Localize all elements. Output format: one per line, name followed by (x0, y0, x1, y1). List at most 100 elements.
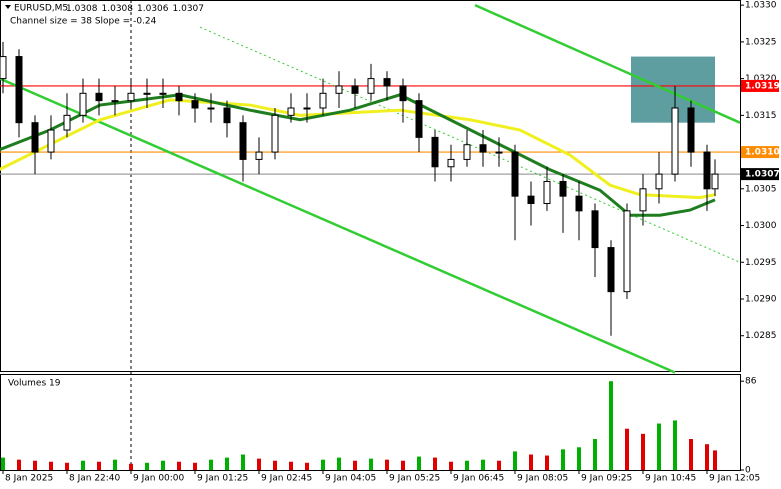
volume-bar (529, 454, 533, 470)
candle-body (287, 107, 295, 116)
volume-bar (113, 459, 117, 470)
volume-bar (305, 462, 309, 470)
y-tick-label: 1.0330 (745, 1, 777, 11)
candle-body (447, 158, 455, 168)
volume-bar (321, 459, 325, 470)
ohlc-value: 1.0308 (66, 4, 98, 14)
volume-bar (257, 458, 261, 470)
y-tick-label: 1.0285 (745, 331, 777, 341)
x-tick-label: 9 Jan 00:00 (133, 474, 185, 484)
candle-body (431, 136, 439, 168)
x-tick-label: 9 Jan 05:25 (389, 474, 440, 484)
candle-body (687, 107, 695, 153)
y-tick-label: 1.0300 (745, 221, 777, 231)
volume-bar (145, 462, 149, 470)
volume-bar (705, 444, 709, 470)
candle-body (415, 100, 423, 138)
y-tick-label: 1.0305 (745, 184, 777, 194)
candle-body (367, 78, 375, 94)
candle-body (255, 151, 263, 160)
volume-bar (433, 457, 437, 470)
level-label-box (741, 146, 779, 159)
candle-body (0, 56, 7, 80)
volume-bar (17, 459, 21, 470)
candle-body (351, 85, 359, 94)
candle-body (223, 107, 231, 124)
volume-bar (33, 460, 37, 470)
volume-bar (177, 461, 181, 470)
volume-bar (81, 460, 85, 470)
candle-body (15, 56, 23, 124)
x-tick-label: 9 Jan 06:45 (453, 474, 504, 484)
candle-body (575, 195, 583, 212)
candle-body (655, 173, 663, 190)
candle-body (319, 92, 327, 109)
x-tick-label: 9 Jan 09:25 (581, 474, 632, 484)
volume-bar (625, 428, 629, 470)
volume-tick-label: 0 (745, 466, 751, 476)
volume-bar (641, 433, 645, 470)
volume-bar (497, 460, 501, 470)
y-tick-label: 1.0325 (745, 37, 777, 47)
x-tick-label: 9 Jan 01:25 (197, 474, 248, 484)
candle-body (31, 122, 39, 153)
candle-body (591, 210, 599, 249)
candle-body (543, 180, 551, 204)
channel-info: Channel size = 38 Slope = -0.24 (10, 17, 157, 27)
volume-bar (1, 457, 5, 470)
volume-bar (465, 460, 469, 470)
candle-body (239, 122, 247, 160)
volume-bar (161, 460, 165, 470)
volume-bar (609, 381, 613, 470)
ohlc-readout: 1.0308 1.0308 1.0306 1.0307 (66, 4, 204, 14)
candle-body (383, 78, 391, 87)
y-tick-label: 1.0290 (745, 295, 777, 305)
volume-bar (273, 460, 277, 470)
price-panel (0, 0, 741, 372)
candle-body (511, 151, 519, 197)
candle-body (191, 100, 199, 109)
volume-bar (577, 447, 581, 470)
menu-arrow (5, 5, 11, 9)
volume-bar (97, 461, 101, 470)
volume-panel (0, 374, 741, 471)
volume-bar (673, 420, 677, 470)
moving-average (0, 93, 716, 217)
x-tick-label: 9 Jan 12:05 (709, 474, 760, 484)
volume-bar (545, 455, 549, 470)
y-tick-label: 1.0320 (745, 74, 777, 84)
candle-body (559, 180, 567, 197)
level-label: 1.0319 (745, 81, 780, 91)
ohlc-value: 1.0307 (173, 4, 205, 14)
volume-bar (241, 454, 245, 470)
volume-bar (401, 460, 405, 470)
volume-bar (561, 449, 565, 470)
candle-body (159, 92, 167, 95)
candle-body (207, 107, 215, 110)
x-tick-label: 9 Jan 02:45 (261, 474, 312, 484)
candle-body (711, 173, 719, 190)
candle-body (399, 85, 407, 102)
candle-body (175, 92, 183, 102)
candle-body (623, 210, 631, 293)
volume-bar (513, 451, 517, 470)
volume-bar (353, 460, 357, 470)
volume-bar (129, 463, 133, 470)
candle-body (479, 144, 487, 153)
candle-body (495, 151, 503, 154)
candle-body (671, 107, 679, 175)
level-label-box (741, 79, 779, 92)
x-tick-label: 8 Jan 2025 (5, 474, 53, 484)
volume-bar (417, 456, 421, 470)
volume-bar (337, 457, 341, 470)
x-tick-label: 8 Jan 22:40 (69, 474, 121, 484)
candle-body (463, 144, 471, 160)
candle-body (303, 107, 311, 110)
volume-bar (193, 462, 197, 470)
candle-body (95, 92, 103, 102)
candle-body (527, 195, 535, 204)
candle-body (47, 129, 55, 153)
volume-bar (713, 450, 717, 470)
